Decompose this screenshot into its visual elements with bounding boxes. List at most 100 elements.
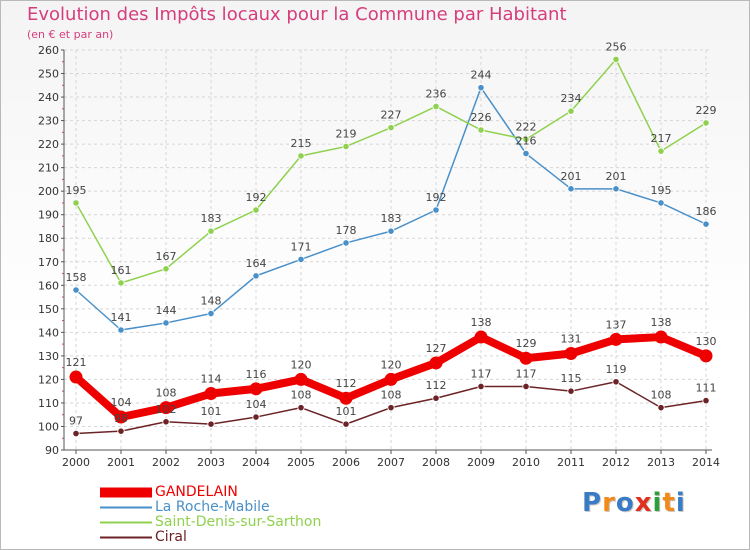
data-point [297,404,305,412]
data-point [162,418,170,426]
data-label: 161 [111,264,132,277]
data-point [117,427,125,435]
y-tick-label: 150 [38,303,59,316]
x-tick-label: 2002 [152,456,180,469]
data-label: 164 [246,257,267,270]
data-point [117,279,125,287]
data-label: 101 [336,405,357,418]
data-point [657,147,665,155]
data-label: 217 [651,132,672,145]
data-label: 120 [291,358,312,371]
data-point [477,84,485,92]
data-point [207,227,215,235]
data-label: 158 [66,271,87,284]
data-point [477,382,485,391]
x-tick-label: 2007 [377,456,405,469]
x-tick-label: 2010 [512,456,540,469]
x-tick-label: 2005 [287,456,315,469]
data-point [429,356,443,370]
data-label: 114 [201,373,222,386]
data-point [432,394,440,402]
data-label: 244 [471,69,492,82]
data-point [252,413,260,421]
data-label: 108 [651,389,672,402]
data-label: 201 [606,170,627,183]
data-label: 127 [426,342,447,355]
data-point [387,404,395,412]
x-tick-labels: 2000 2001 2002 2003 2004 2005 2006 2007 2008 2009… [62,456,720,469]
data-label: 130 [696,335,717,348]
data-label: 201 [561,170,582,183]
data-point [657,404,665,412]
data-label: 226 [471,111,492,124]
data-label: 97 [69,415,83,428]
y-tick-label: 130 [38,350,59,363]
data-point [519,351,533,365]
x-tick-label: 2014 [692,456,720,469]
legend-swatch [100,506,152,509]
data-point [72,286,80,294]
legend-item: Saint-Denis-sur-Sarthon [100,515,321,530]
data-label: 138 [471,316,492,329]
data-point [387,124,395,132]
data-label: 131 [561,333,582,346]
axes [61,49,712,454]
chart-subtitle: (en € et par an) [27,28,114,41]
x-tick-label: 2013 [647,456,675,469]
data-label: 227 [381,109,402,122]
y-tick-label: 90 [45,444,59,457]
data-label: 195 [651,184,672,197]
data-point [702,220,710,228]
data-labels: 158 141 144 148 164 171 178 183 192 244 216 201 201 1… [66,40,717,427]
y-tick-label: 190 [38,209,59,222]
data-point [342,239,350,247]
legend-label: La Roche-Mabile [155,499,270,515]
data-label: 144 [156,304,177,317]
data-point [387,227,395,235]
data-label: 102 [156,403,177,416]
data-point [342,142,350,151]
data-label: 104 [111,396,132,409]
data-point [477,126,485,134]
data-point [114,410,128,424]
data-point [117,326,125,334]
brand-letter: t [662,488,676,518]
data-label: 215 [291,137,312,150]
data-label: 129 [516,337,537,350]
data-point [474,330,488,344]
y-tick-label: 260 [38,44,59,57]
legend-label: Ciral [155,529,187,545]
y-tick-label: 220 [38,138,59,151]
legend-swatch [100,521,152,524]
data-label: 112 [426,379,447,392]
brand-logo: Proxiti [582,488,686,518]
series-lines [69,55,713,438]
data-point [654,330,668,344]
data-label: 141 [111,311,132,324]
data-label: 117 [471,367,492,380]
data-point [432,206,440,214]
data-label: 148 [201,295,222,308]
data-label: 256 [606,40,627,53]
data-label: 192 [246,191,267,204]
data-point [207,309,215,318]
brand-letter: r [602,488,616,518]
data-label: 101 [201,405,222,418]
data-label: 222 [516,120,537,133]
data-point [384,372,398,386]
y-tick-label: 200 [38,185,59,198]
data-point [162,319,170,327]
data-point [567,107,575,115]
data-point [702,396,710,405]
data-point [339,391,353,405]
data-point [252,272,260,280]
data-point [294,372,308,386]
data-point [702,119,710,127]
legend-label: Saint-Denis-sur-Sarthon [155,514,322,530]
chart-title: Evolution des Impôts locaux pour la Comm… [27,4,567,25]
data-label: 121 [66,356,87,369]
data-label: 183 [201,212,222,225]
data-label: 219 [336,127,357,140]
